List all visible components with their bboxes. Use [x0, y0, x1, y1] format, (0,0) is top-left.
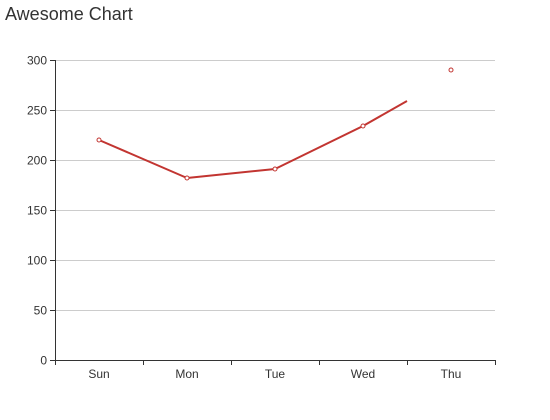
- y-tick-label-3: 150: [27, 204, 47, 218]
- series-layer: [96, 67, 454, 181]
- chart-title: Awesome Chart: [5, 4, 133, 24]
- grid-lines: [55, 60, 495, 311]
- x-tick-label-thu: Thu: [441, 367, 462, 381]
- y-tick-label-6: 300: [27, 54, 47, 68]
- y-tick-label-4: 200: [27, 154, 47, 168]
- y-tick-label-5: 250: [27, 104, 47, 118]
- x-tick-label-mon: Mon: [175, 367, 198, 381]
- x-tick-label-sun: Sun: [88, 367, 109, 381]
- x-tick-label-tue: Tue: [265, 367, 286, 381]
- y-tick-label-0: 0: [40, 354, 47, 368]
- tick-labels: 0 50 100 150 200 250 300 Sun Mon Tue Wed Thu: [27, 54, 461, 382]
- data-point-wed[interactable]: [360, 123, 366, 129]
- x-tick-label-wed: Wed: [351, 367, 375, 381]
- series-line-0: [98, 100, 408, 179]
- data-point-tue[interactable]: [272, 166, 278, 172]
- data-point-mon[interactable]: [184, 175, 190, 181]
- y-tick-label-2: 100: [27, 254, 47, 268]
- data-point-thu[interactable]: [448, 67, 454, 73]
- y-tick-label-1: 50: [34, 304, 48, 318]
- axes: [50, 60, 496, 365]
- data-point-sun[interactable]: [96, 137, 102, 143]
